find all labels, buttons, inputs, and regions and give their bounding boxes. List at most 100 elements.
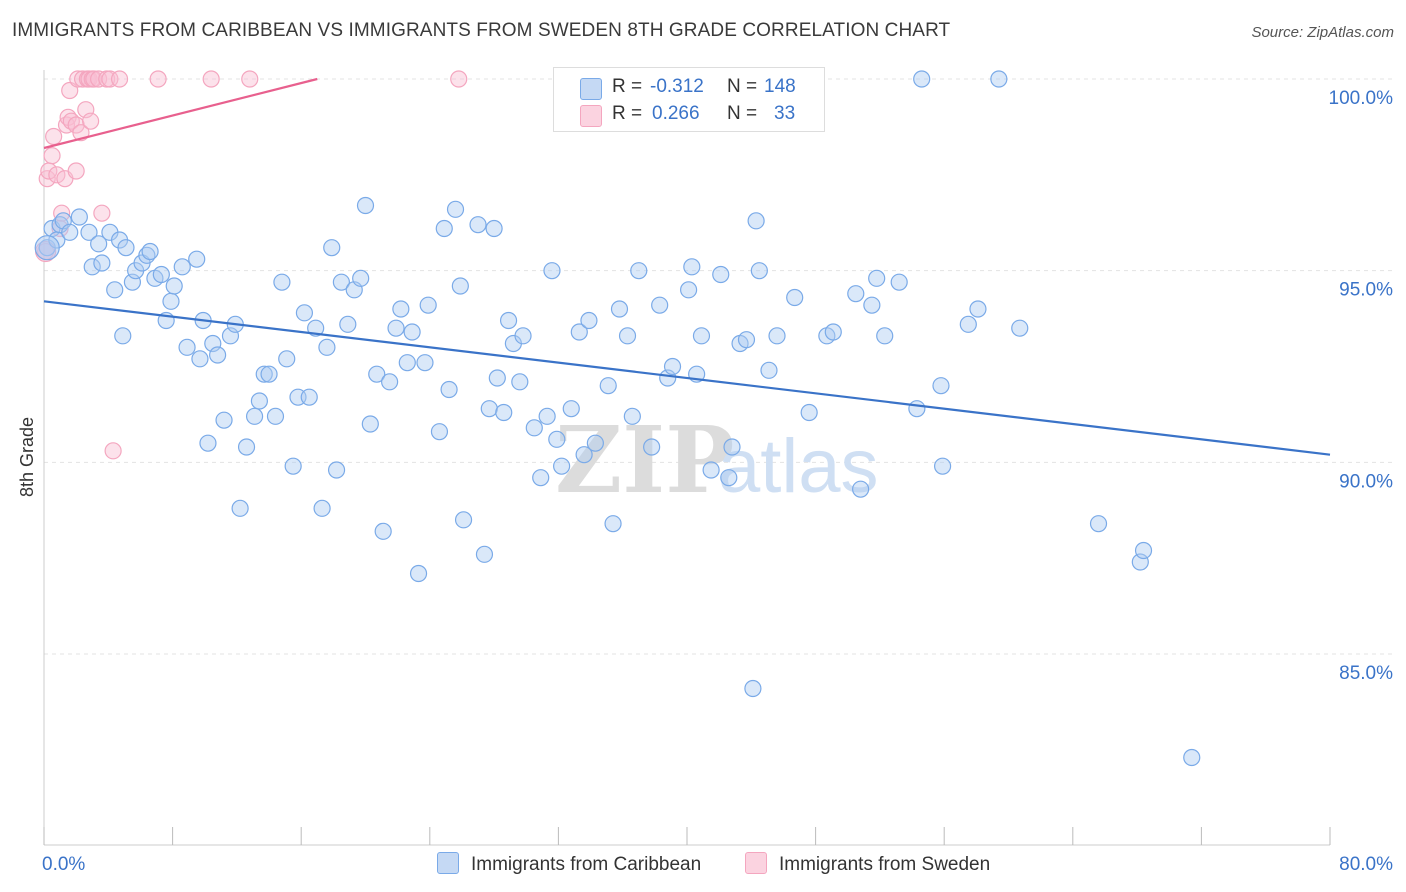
point-caribbean [70, 208, 88, 226]
legend-r-label: R = [612, 76, 643, 97]
point-caribbean [90, 235, 108, 253]
point-caribbean [604, 515, 622, 533]
point-sweden [450, 70, 468, 88]
bottom-legend-caribbean: Immigrants from Caribbean [437, 852, 701, 876]
point-caribbean [663, 357, 682, 376]
point-caribbean [548, 430, 566, 448]
point-sweden [149, 70, 167, 88]
point-caribbean [237, 438, 256, 456]
point-caribbean [630, 262, 648, 280]
point-caribbean [430, 423, 449, 441]
chart-title: IMMIGRANTS FROM CARIBBEAN VS IMMIGRANTS … [12, 20, 951, 41]
point-caribbean [570, 323, 588, 341]
bottom-legend-sweden: Immigrants from Sweden [745, 852, 990, 876]
point-caribbean [532, 469, 550, 487]
point-sweden [93, 204, 111, 222]
point-caribbean [852, 480, 870, 498]
point-caribbean [278, 350, 296, 368]
point-caribbean [543, 262, 561, 280]
point-caribbean [692, 327, 711, 345]
point-caribbean [480, 400, 498, 418]
point-sweden [241, 70, 259, 88]
point-caribbean [374, 522, 392, 540]
point-caribbean [908, 400, 926, 418]
point-sweden [101, 70, 119, 88]
bottom-legend-label-sweden: Immigrants from Sweden [779, 854, 991, 875]
point-caribbean [152, 265, 170, 284]
point-caribbean [173, 258, 191, 276]
axes [43, 70, 1331, 846]
point-caribbean [191, 350, 209, 368]
point-sweden [67, 162, 85, 180]
point-caribbean [618, 327, 637, 345]
legend-row-sweden: R = 0.266 N = 33 [554, 101, 824, 131]
bottom-legend-swatch-caribbean [437, 852, 459, 874]
point-sweden [110, 70, 129, 88]
point-caribbean [712, 265, 730, 284]
point-caribbean [538, 407, 556, 425]
point-caribbean [416, 354, 434, 372]
point-caribbean [586, 434, 604, 452]
point-caribbean [868, 269, 886, 287]
point-caribbean-large [34, 235, 60, 261]
point-caribbean [215, 411, 233, 429]
point-caribbean [723, 438, 741, 456]
source-label: Source: ZipAtlas.com [1251, 24, 1394, 41]
point-caribbean [511, 373, 529, 391]
point-caribbean [451, 277, 469, 295]
legend-swatch-sweden [580, 105, 602, 127]
point-caribbean [488, 369, 506, 387]
legend-n-value: 148 [764, 76, 796, 97]
point-caribbean [651, 296, 669, 314]
point-caribbean [162, 292, 180, 310]
point-caribbean [284, 457, 302, 475]
point-sweden [43, 147, 61, 165]
point-caribbean [250, 392, 269, 410]
point-caribbean [273, 273, 291, 291]
point-caribbean [623, 407, 641, 425]
point-caribbean [750, 262, 768, 280]
point-caribbean [245, 407, 264, 425]
point-caribbean [266, 407, 285, 425]
point-caribbean [83, 258, 101, 276]
point-caribbean [231, 499, 249, 517]
legend-swatch-caribbean [580, 78, 602, 100]
point-caribbean [575, 446, 593, 464]
point-caribbean [580, 311, 598, 330]
point-caribbean [80, 223, 98, 241]
bottom-legend-label-caribbean: Immigrants from Caribbean [471, 854, 702, 875]
point-caribbean [744, 679, 762, 698]
trend-lines [43, 77, 1331, 456]
point-caribbean [165, 277, 183, 295]
point-caribbean [93, 254, 111, 272]
point-caribbean [106, 281, 124, 299]
point-sweden [48, 166, 66, 184]
point-sweden [104, 442, 122, 460]
point-caribbean [209, 346, 227, 364]
point-caribbean [403, 323, 421, 341]
y-tick-label: 90.0% [1339, 471, 1393, 492]
point-caribbean [435, 219, 453, 238]
point-caribbean [1089, 515, 1108, 533]
point-caribbean [295, 304, 314, 322]
point-caribbean [933, 457, 952, 475]
point-caribbean [680, 281, 698, 299]
point-caribbean [114, 327, 132, 345]
point-caribbean [932, 377, 950, 395]
point-caribbean [61, 223, 79, 241]
axis-labels: 85.0% 90.0% 95.0% 100.0% 0.0% 80.0% 8th Grade [17, 88, 1393, 875]
point-caribbean [199, 434, 217, 452]
point-caribbean [495, 403, 513, 422]
legend-n-label: N = [727, 103, 758, 124]
trend-line-sweden [43, 77, 318, 150]
legend-r-label: R = [612, 103, 643, 124]
point-caribbean [475, 545, 494, 563]
point-caribbean [683, 258, 701, 276]
legend-r-value: 0.266 [652, 103, 700, 124]
point-sweden [202, 70, 220, 88]
series-caribbean [34, 70, 1201, 767]
point-caribbean [610, 300, 629, 318]
y-axis-title: 8th Grade [17, 417, 37, 497]
watermark: ZIP atlas [555, 406, 879, 514]
